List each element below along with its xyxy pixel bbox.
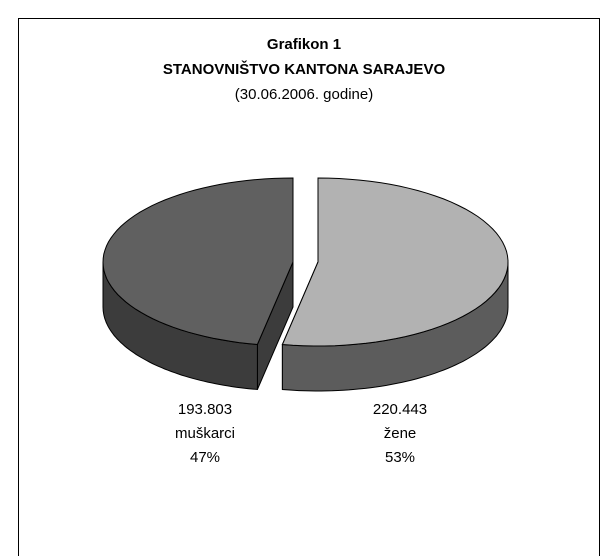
slice (102, 177, 294, 346)
chart-title: Grafikon 1 (267, 36, 341, 53)
value-label: 47% (190, 449, 220, 466)
category-label: žene (384, 425, 417, 442)
slice (281, 177, 509, 347)
count-label: 193.803 (178, 401, 232, 418)
count-label: 220.443 (373, 401, 427, 418)
value-label: 53% (385, 449, 415, 466)
category-label: muškarci (175, 425, 235, 442)
chart-date: (30.06.2006. godine) (235, 86, 373, 103)
chart-subtitle: STANOVNIŠTVO KANTONA SARAJEVO (163, 60, 446, 78)
